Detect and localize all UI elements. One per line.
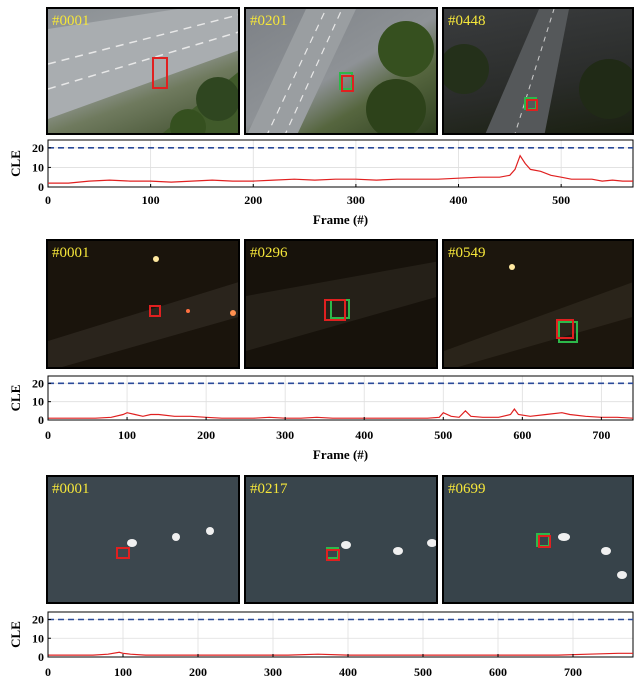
frame-number-label: #0217 [250, 481, 288, 497]
frame-number-label: #0001 [52, 245, 90, 261]
cle-series-line [48, 154, 633, 184]
scene-lake-swans [127, 527, 214, 547]
y-axis-label: CLE [8, 150, 23, 177]
scene-road-night [444, 264, 632, 367]
x-tick-label: 100 [142, 193, 160, 207]
tracker-box [326, 549, 340, 561]
x-tick-label: 400 [450, 193, 468, 207]
plot-border [47, 139, 634, 188]
tracker-box [324, 299, 346, 321]
y-tick-label: 20 [32, 141, 44, 155]
frame-panel1-3: #0448 [442, 7, 634, 135]
x-tick-label: 500 [414, 665, 432, 677]
frame-number-label: #0001 [52, 481, 90, 497]
cle-series-line [48, 651, 633, 656]
y-tick-label: 0 [38, 413, 44, 427]
plot-border [47, 611, 634, 658]
frame-panel2-1: #0001 [46, 239, 240, 369]
tracker-box [556, 319, 574, 339]
frame-number-label: #0699 [448, 481, 486, 497]
frame-panel1-2: #0201 [244, 7, 438, 135]
y-axis-label: CLE [8, 621, 23, 648]
x-tick-label: 400 [339, 665, 357, 677]
x-tick-label: 700 [564, 665, 582, 677]
scene-highway-day [247, 9, 434, 133]
scene-highway-dusk [444, 9, 632, 133]
x-tick-label: 200 [197, 428, 215, 442]
frame-panel1-1: #0001 [46, 7, 240, 135]
x-axis-label: Frame (#) [313, 447, 368, 462]
cle-series-line [48, 407, 634, 419]
x-tick-label: 200 [189, 665, 207, 677]
tracker-box [526, 99, 538, 111]
tracker-box [538, 535, 551, 548]
plot-border [47, 375, 634, 421]
scene-lake-swans [558, 533, 627, 579]
scene-road-night [48, 256, 238, 367]
scene-highway-day [48, 9, 238, 133]
x-tick-label: 100 [114, 665, 132, 677]
tracker-box [152, 57, 168, 89]
frame-number-label: #0448 [448, 13, 486, 29]
x-tick-label: 100 [118, 428, 136, 442]
frame-panel2-2: #0296 [244, 239, 438, 369]
x-tick-label: 500 [552, 193, 570, 207]
y-tick-label: 0 [38, 180, 44, 194]
y-axis-label: CLE [8, 385, 23, 412]
scene-lake-swans [341, 539, 436, 555]
frame-panel3-2: #0217 [244, 475, 438, 604]
y-tick-label: 10 [32, 395, 44, 409]
x-tick-label: 300 [264, 665, 282, 677]
frame-number-label: #0549 [448, 245, 486, 261]
x-tick-label: 400 [355, 428, 373, 442]
x-tick-label: 300 [347, 193, 365, 207]
x-tick-label: 600 [513, 428, 531, 442]
frame-number-label: #0296 [250, 245, 288, 261]
frame-number-label: #0201 [250, 13, 288, 29]
x-tick-label: 0 [45, 428, 51, 442]
x-tick-label: 300 [276, 428, 294, 442]
frame-number-label: #0001 [52, 13, 90, 29]
y-tick-label: 10 [32, 631, 44, 645]
x-axis-label: Frame (#) [313, 212, 368, 227]
x-tick-label: 0 [45, 193, 51, 207]
scene-road-night [246, 261, 436, 351]
y-tick-label: 10 [32, 160, 44, 174]
tracker-box [341, 75, 354, 92]
y-tick-label: 0 [38, 650, 44, 664]
x-tick-label: 200 [244, 193, 262, 207]
tracker-box [116, 547, 130, 559]
tracker-box [149, 305, 161, 317]
x-tick-label: 600 [489, 665, 507, 677]
y-tick-label: 20 [32, 613, 44, 627]
x-tick-label: 700 [592, 428, 610, 442]
frame-panel2-3: #0549 [442, 239, 634, 369]
x-tick-label: 500 [434, 428, 452, 442]
frame-panel3-1: #0001 [46, 475, 240, 604]
y-tick-label: 20 [32, 376, 44, 390]
frame-panel3-3: #0699 [442, 475, 634, 604]
x-tick-label: 0 [45, 665, 51, 677]
groundtruth-box [558, 321, 578, 343]
